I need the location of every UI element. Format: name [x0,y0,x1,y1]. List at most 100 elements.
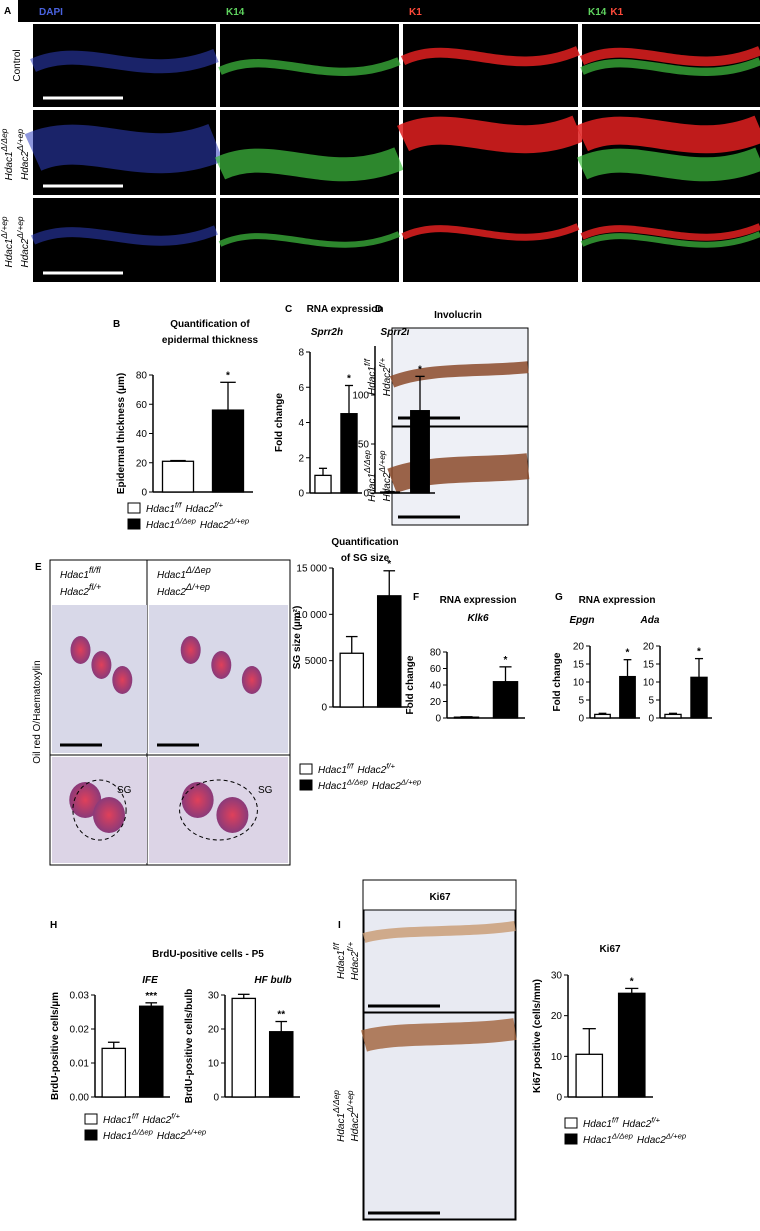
bar [453,716,480,719]
bar [690,676,708,719]
label-part: Hdac1 [318,765,347,776]
chart-title: epidermal thickness [162,335,259,346]
superscript: f/f [612,1116,619,1125]
label-part: Hdac2 [142,1115,171,1126]
tissue-signal [576,115,760,154]
sebaceous-gland [216,797,249,833]
header-bar [18,0,760,22]
label: DAPI [39,7,63,18]
bar [492,681,519,719]
panel-title: Involucrin [434,310,482,321]
chart-title: Ki67 [599,944,621,955]
tissue-signal [580,223,760,241]
bar [617,992,646,1098]
y-tick-label: 30 [551,971,563,982]
superscript: Δ/+ep [400,778,422,787]
bar [314,474,332,494]
label: Hdac2Δ/+ep​ [157,582,210,598]
label-part: Hdac1 [103,1131,132,1142]
label: Hdac2Δ/+ep​ [15,216,31,267]
significance: * [697,647,701,658]
panel-title: Ki67 [429,892,451,903]
label: K14 K1 [588,7,624,18]
tissue-signal [218,231,401,248]
bar [594,713,611,719]
y-tick-label: 2 [298,453,304,464]
chart-subtitle: Sprr2i [381,327,410,338]
label-part: Hdac1 [336,950,347,979]
label-part: DAPI [39,7,63,18]
label-part: Hdac1 [146,520,175,531]
y-tick-label: 40 [430,681,442,692]
label: Hdac1Δ/Δep​ [0,128,15,180]
label-part: K1 [610,7,623,18]
label-part: Hdac1 [103,1115,132,1126]
bar [231,997,257,1098]
sebaceous-gland [180,636,201,664]
significance: * [630,976,634,987]
superscript: Δ/Δep [0,128,9,152]
label-part: Hdac2 [637,1135,666,1146]
superscript: f/+ [171,1112,180,1121]
label: Hdac1f/f​Hdac2f/+​ [583,1116,661,1130]
superscript: f/f [331,941,341,950]
y-tick-label: 30 [208,991,220,1002]
y-tick-label: 20 [136,458,148,469]
y-tick-label: 20 [208,1025,220,1036]
label: Hdac1f/f​ [331,941,347,979]
sebaceous-gland [70,636,91,664]
tissue-signal [30,48,219,74]
y-tick-label: 15 [573,660,585,671]
label: Hdac1f/f​Hdac2f/+​ [103,1112,181,1126]
sebaceous-gland [91,651,112,679]
sebaceous-gland [112,666,133,694]
bar [339,652,365,708]
y-tick-label: 10 [208,1059,220,1070]
label-part: Hdac1 [583,1119,612,1130]
y-tick-label: 5000 [305,656,328,667]
significance: * [626,648,630,659]
label: Hdac1f/f​Hdac2f/+​ [318,762,396,776]
y-tick-label: 0 [363,489,369,500]
sebaceous-gland [93,797,125,833]
superscript: Δ/+ep [345,1090,355,1113]
bar [376,595,402,708]
superscript: Δ/Δep [131,1128,154,1137]
chart-title: Quantification [331,537,398,548]
tissue-signal [400,46,580,67]
y-tick-label: 8 [298,348,304,359]
y-axis-label: BrdU-positive cells/µm [50,992,61,1100]
sg-label: SG [258,785,273,796]
label-part: K1 [409,7,422,18]
legend-swatch [127,502,141,514]
superscript: f/+ [377,358,387,368]
y-tick-label: 5 [578,696,584,707]
y-tick-label: 0.00 [70,1093,90,1104]
y-axis-label: Fold change [405,655,416,714]
legend-swatch [84,1129,98,1141]
y-axis-label: Epidermal thickness (µm) [116,373,127,494]
superscript: f/f [175,501,182,510]
y-tick-label: 20 [573,642,585,653]
chart-subtitle: Ada [640,615,660,626]
sg-outline [179,779,258,841]
bar [380,491,400,494]
label-part: Hdac1 [583,1135,612,1146]
bar [664,713,682,719]
label: Hdac2Δ/+ep​ [15,129,31,180]
y-tick-label: 0 [321,703,327,714]
tissue-signal [580,231,760,248]
sg-label: SG [117,785,132,796]
panel-letter: I [338,920,341,931]
tissue-signal [576,147,760,182]
legend-swatch [564,1117,578,1129]
label: Hdac1Δ/Δep​Hdac2Δ/+ep​ [318,778,422,792]
y-tick-label: 0 [213,1093,219,1104]
label: Control [12,49,23,81]
y-tick-label: 80 [430,648,442,659]
label: Hdac1Δ/+ep​ [0,216,15,267]
label-part: Hdac2 [622,1119,651,1130]
tissue-signal [214,147,404,182]
label-part: Hdac2 [357,765,386,776]
